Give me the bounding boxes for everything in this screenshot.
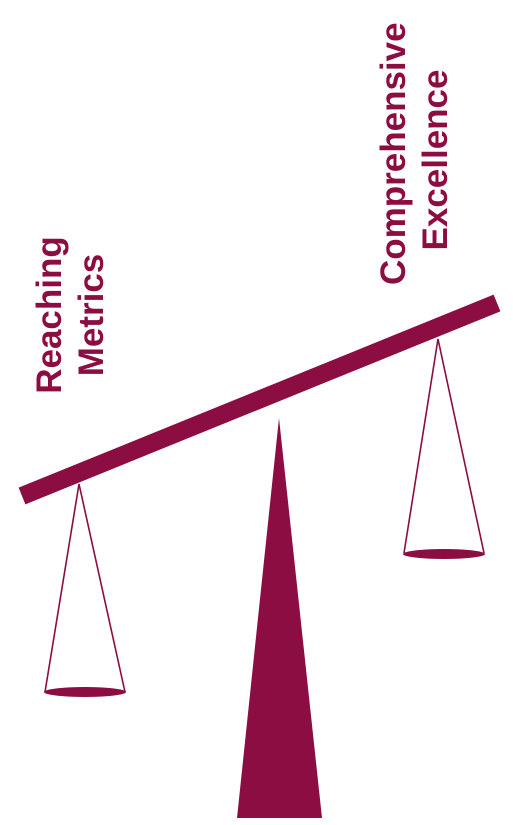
- right-pan-strings: [403, 338, 485, 554]
- reaching-metrics-label-line-1: Reaching: [30, 236, 69, 394]
- scale-fulcrum: [237, 418, 322, 818]
- scale-beam: [18, 294, 501, 505]
- comprehensive-excellence-label-line-1: Comprehensive: [374, 22, 413, 285]
- right-pan-dish: [403, 549, 485, 559]
- reaching-metrics-label-line-2: Metrics: [72, 253, 111, 377]
- left-pan-strings: [44, 483, 126, 693]
- right-pan: [403, 338, 485, 559]
- left-pan-dish: [44, 687, 126, 697]
- reaching-metrics-label: Reaching Metrics: [29, 223, 113, 407]
- comprehensive-excellence-label: Comprehensive Excellence: [373, 22, 457, 285]
- left-pan: [44, 483, 126, 697]
- comprehensive-excellence-label-line-2: Excellence: [416, 69, 455, 251]
